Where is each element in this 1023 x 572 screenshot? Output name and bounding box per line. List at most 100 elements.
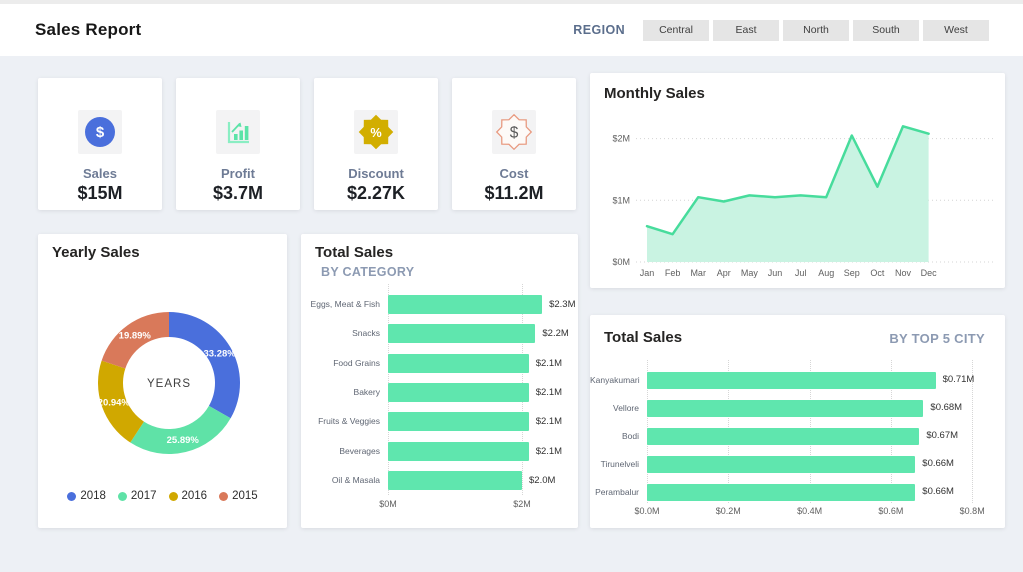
region-button-east[interactable]: East xyxy=(713,19,779,41)
monthly-xtick-jun: Jun xyxy=(768,268,783,278)
monthly-xtick-mar: Mar xyxy=(690,268,706,278)
city-xtick-0-4m: $0.4M xyxy=(797,506,823,516)
donut-percent-label-2017: 25.89% xyxy=(167,435,200,446)
monthly-sales-area[interactable] xyxy=(647,126,929,262)
legend-dot-2016 xyxy=(168,491,178,501)
yearly-sales-title: Yearly Sales xyxy=(52,244,140,261)
city-xtick-0-6m: $0.6M xyxy=(878,506,904,516)
region-button-north[interactable]: North xyxy=(783,19,849,41)
category-value-label-food-grains: $2.1M xyxy=(535,357,563,369)
category-sales-bar-chart: $0M $2M Eggs, Meat & Fish $2.3M Snacks $2.2M F… xyxy=(301,234,578,528)
category-category-label-eggs-meat-fish: Eggs, Meat & Fish xyxy=(310,299,380,309)
category-value-label-fruits-veggies: $2.1M xyxy=(535,416,563,428)
donut-percent-label-2018: 33.28% xyxy=(203,349,236,360)
city-bar-perambalur[interactable] xyxy=(647,483,916,501)
legend-dot-2015 xyxy=(219,491,229,501)
donut-segment-2018[interactable] xyxy=(169,312,240,419)
monthly-xtick-aug: Aug xyxy=(818,268,834,278)
dollar-badge-icon: $ xyxy=(492,110,536,154)
category-xtick-2m: $2M xyxy=(513,499,531,509)
kpi-value-discount: $2.27K xyxy=(346,183,406,203)
monthly-sales-title: Monthly Sales xyxy=(604,85,705,102)
legend-item-2018[interactable]: 2018 xyxy=(67,490,106,502)
city-gridline xyxy=(972,360,974,503)
monthly-ytick-2m: $2M xyxy=(612,134,630,144)
monthly-sales-card: Monthly Sales $0M $1M $2M Jan Feb Mar Apr May Ju… xyxy=(590,73,1005,288)
donut-center-label: YEARS xyxy=(147,378,191,390)
monthly-xtick-jan: Jan xyxy=(640,268,655,278)
category-bar-beverages[interactable] xyxy=(388,441,529,461)
monthly-xtick-may: May xyxy=(741,268,759,278)
city-category-label-bodi: Bodi xyxy=(621,431,639,441)
city-sales-title: Total Sales xyxy=(604,329,683,346)
city-value-label-perambalur: $0.66M xyxy=(922,486,954,497)
kpi-label-discount: Discount xyxy=(348,166,404,181)
svg-text:%: % xyxy=(370,125,381,140)
monthly-xtick-sep: Sep xyxy=(844,268,860,278)
yearly-sales-card: Yearly Sales 33.28% 25.89% 20.94% 19.89% YEA… xyxy=(38,234,287,528)
region-filter: REGION Central East North South West xyxy=(573,19,989,41)
donut-percent-label-2015: 19.89% xyxy=(119,331,152,342)
kpi-value-cost: $11.2M xyxy=(484,183,544,203)
category-bar-eggs-meat-fish[interactable] xyxy=(388,295,543,315)
kpi-label-sales: Sales xyxy=(83,166,117,181)
region-button-west[interactable]: West xyxy=(923,19,989,41)
category-sales-subtitle: BY CATEGORY xyxy=(321,265,415,279)
donut-percent-label-2016: 20.94% xyxy=(98,397,131,408)
city-value-label-kanyakumari: $0.71M xyxy=(942,374,975,385)
category-value-label-oil-masala: $2.0M xyxy=(529,474,556,486)
category-category-label-oil-masala: Oil & Masala xyxy=(331,474,380,485)
donut-segment-2017[interactable] xyxy=(130,405,231,454)
top-strip xyxy=(0,0,1023,4)
monthly-xtick-nov: Nov xyxy=(895,268,912,278)
category-bar-food-grains[interactable] xyxy=(388,353,529,373)
legend-dot-2018 xyxy=(67,491,77,501)
legend-label-2017: 2017 xyxy=(130,490,157,502)
legend-item-2017[interactable]: 2017 xyxy=(117,490,157,502)
kpi-card-discount: % Discount $2.27K xyxy=(314,78,438,210)
category-bar-fruits-veggies[interactable] xyxy=(388,412,529,432)
city-bar-bodi[interactable] xyxy=(647,427,920,445)
region-button-group: Central East North South West xyxy=(643,19,989,41)
legend-item-2016[interactable]: 2016 xyxy=(168,490,208,502)
kpi-label-profit: Profit xyxy=(221,166,255,181)
category-value-label-bakery: $2.1M xyxy=(535,386,563,398)
city-bar-kanyakumari[interactable] xyxy=(647,371,936,389)
category-category-label-bakery: Bakery xyxy=(353,386,380,397)
donut-segment-2015[interactable] xyxy=(101,312,169,369)
region-button-south[interactable]: South xyxy=(853,19,919,41)
legend-item-2015[interactable]: 2015 xyxy=(219,490,258,502)
kpi-label-cost: Cost xyxy=(499,166,529,181)
city-bar-tirunelveli[interactable] xyxy=(647,455,916,473)
category-category-label-snacks: Snacks xyxy=(352,328,380,339)
city-bar-vellore[interactable] xyxy=(647,399,924,417)
monthly-ytick-0m: $0M xyxy=(612,257,630,267)
header: Sales Report REGION Central East North Sout… xyxy=(0,4,1023,56)
legend-dot-2017 xyxy=(117,491,127,501)
category-sales-card: Total Sales BY CATEGORY $0M $2M Eggs, Meat… xyxy=(301,234,578,528)
category-bar-bakery[interactable] xyxy=(388,383,529,403)
dollar-circle-icon: $ xyxy=(78,110,122,154)
category-sales-title: Total Sales xyxy=(315,244,394,261)
monthly-xtick-jul: Jul xyxy=(795,268,807,278)
category-xtick-0m: $0M xyxy=(379,499,397,509)
legend-label-2015: 2015 xyxy=(232,490,258,502)
category-bar-snacks[interactable] xyxy=(388,324,536,344)
monthly-sales-line[interactable] xyxy=(645,125,930,236)
kpi-card-cost: $ Cost $11.2M xyxy=(452,78,576,210)
legend-label-2018: 2018 xyxy=(80,490,106,502)
region-button-central[interactable]: Central xyxy=(643,19,709,41)
city-xtick-0-8m: $0.8M xyxy=(959,506,985,516)
legend-label-2016: 2016 xyxy=(181,490,208,502)
category-value-label-eggs-meat-fish: $2.3M xyxy=(549,299,576,310)
page-title: Sales Report xyxy=(35,20,142,39)
city-value-label-vellore: $0.68M xyxy=(930,402,963,413)
category-bar-oil-masala[interactable] xyxy=(388,470,522,490)
monthly-xtick-oct: Oct xyxy=(870,268,885,278)
city-value-label-bodi: $0.67M xyxy=(926,430,959,441)
donut-segment-2016[interactable] xyxy=(98,360,144,443)
city-category-label-vellore: Vellore xyxy=(613,403,639,413)
percent-badge-icon: % xyxy=(354,110,398,154)
category-value-label-snacks: $2.2M xyxy=(542,328,569,340)
